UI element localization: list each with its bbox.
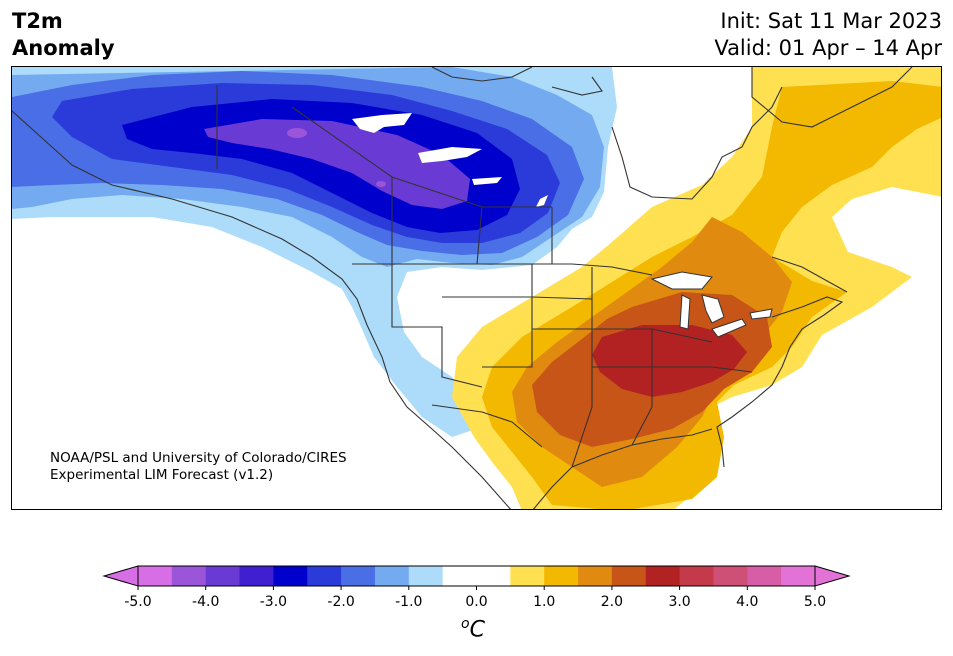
credit-text: NOAA/PSL and University of Colorado/CIRE… xyxy=(50,450,347,484)
colorbar-segment xyxy=(645,566,681,586)
great-lakes xyxy=(650,271,773,338)
init-date: Init: Sat 11 Mar 2023 xyxy=(720,9,942,33)
east-coast xyxy=(716,296,844,468)
us-state-4 xyxy=(571,267,593,468)
colorbar-tick-label: -1.0 xyxy=(395,594,422,610)
units-letter: C xyxy=(469,617,485,643)
title-line-1: T2m xyxy=(12,9,63,33)
colorbar-segment xyxy=(374,566,410,586)
colorbar-tick-label: 2.0 xyxy=(601,594,623,610)
colorbar-segment xyxy=(781,566,816,586)
colorbar-tick-label: -2.0 xyxy=(327,594,354,610)
greenland-coast xyxy=(751,67,913,128)
us-state-7 xyxy=(592,366,753,373)
colorbar-segment xyxy=(747,566,782,586)
forecast-dates: Init: Sat 11 Mar 2023 Valid: 01 Apr – 14… xyxy=(714,8,942,62)
pacific-coast xyxy=(12,110,511,509)
colorbar-segment xyxy=(442,566,477,586)
map-title: T2m Anomaly xyxy=(12,8,115,62)
colorbar-segment xyxy=(273,566,308,586)
colorbar-segment xyxy=(307,566,342,586)
lake-michigan xyxy=(679,294,691,330)
arctic-island-1 xyxy=(431,67,533,82)
colorbar-segment xyxy=(544,566,579,586)
gulf-coast xyxy=(532,428,713,509)
colorbar-tick-label: 4.0 xyxy=(736,594,758,610)
colorbar-under-arrow xyxy=(102,565,139,587)
deep-purple-region xyxy=(204,119,470,209)
valid-range: Valid: 01 Apr – 14 Apr xyxy=(714,36,942,60)
colorbar-segment xyxy=(341,566,376,586)
us-state-3 xyxy=(482,264,533,368)
great-bear-lake xyxy=(352,113,412,133)
colorbar-segment xyxy=(171,566,207,586)
hudson-bay-coast xyxy=(611,86,783,200)
purple-spot xyxy=(287,128,307,138)
colorbar-segment xyxy=(713,566,748,586)
purple-spot-2 xyxy=(376,181,386,187)
us-canada-border xyxy=(352,263,653,276)
colorbar-tick-label: 1.0 xyxy=(533,594,555,610)
colorbar-tick-label: -5.0 xyxy=(124,594,151,610)
colorbar-segment xyxy=(205,566,241,586)
colorbar-tick-label: -3.0 xyxy=(260,594,287,610)
credit-line-2: Experimental LIM Forecast (v1.2) xyxy=(50,467,274,483)
colorbar: -5.0 -4.0 -3.0 -2.0 -1.0 0.0 1.0 2.0 3.0 4.0 5.0 xyxy=(102,565,851,610)
us-state-6 xyxy=(631,329,653,446)
lake-superior xyxy=(650,271,713,290)
colorbar-segment xyxy=(679,566,714,586)
colorbar-segment xyxy=(138,566,173,586)
mexico-border xyxy=(431,404,543,448)
colorbar-segment xyxy=(239,566,274,586)
lake-ontario xyxy=(749,308,773,320)
lake-erie xyxy=(711,318,747,338)
lake-athabasca xyxy=(472,177,502,185)
colorbar-segment xyxy=(476,566,511,586)
small-lake xyxy=(536,195,548,207)
colorbar-tick-label: 3.0 xyxy=(668,594,690,610)
quebec-internal xyxy=(771,256,848,293)
borders xyxy=(12,67,913,509)
lake-huron xyxy=(701,294,725,324)
canada-internal-3 xyxy=(476,206,483,265)
credit-line-1: NOAA/PSL and University of Colorado/CIRE… xyxy=(50,450,347,466)
map-canvas xyxy=(12,67,941,509)
great-slave-lake xyxy=(418,147,482,163)
colorbar-segment xyxy=(510,566,545,586)
arctic-island-2 xyxy=(551,76,603,96)
colorbar-tick-label: 5.0 xyxy=(804,594,826,610)
canadian-lakes xyxy=(352,113,548,207)
anomaly-map: NOAA/PSL and University of Colorado/CIRE… xyxy=(11,66,942,510)
cold-anomaly-field xyxy=(12,67,617,437)
red-region xyxy=(592,325,747,397)
title-line-2: Anomaly xyxy=(12,36,115,60)
colorbar-over-arrow xyxy=(814,565,851,587)
canada-internal-1 xyxy=(291,106,552,208)
us-state-1 xyxy=(391,264,483,388)
units-label: oC xyxy=(461,616,485,642)
colorbar-tick-label: 0.0 xyxy=(465,594,487,610)
colorbar-segment xyxy=(408,566,444,586)
colorbar-segment xyxy=(578,566,613,586)
units-degree: o xyxy=(461,616,470,632)
colorbar-segment xyxy=(611,566,647,586)
colorbar-tick-label: -4.0 xyxy=(192,594,219,610)
